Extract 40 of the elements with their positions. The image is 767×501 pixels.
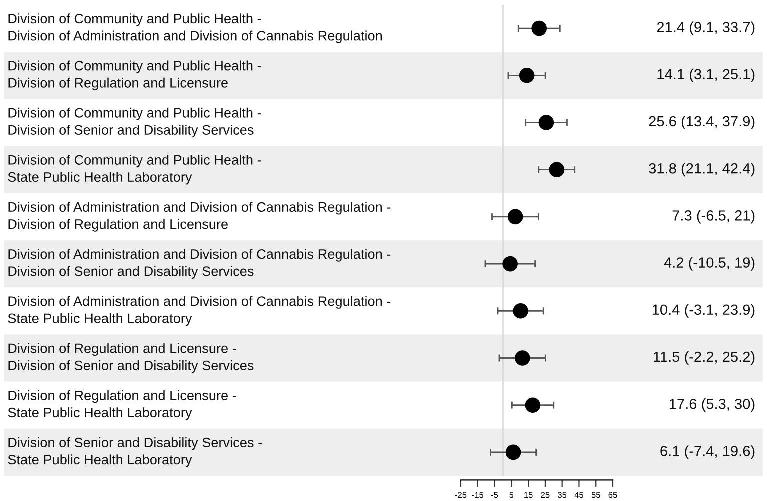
x-tick-label: -25: [455, 492, 467, 498]
y-tick-label: Division of Community and Public Health - State Public Health Laboratory: [8, 154, 262, 185]
x-tick-label: 15: [524, 492, 533, 498]
data-label: 11.5 (-2.2, 25.2): [654, 351, 755, 366]
y-tick-label: Division of Community and Public Health - Division of Administration and Division of Cannabis Regulation: [8, 14, 382, 44]
x-tick-label: 35: [558, 492, 567, 498]
data-label: 6.1 (-7.4, 19.6): [660, 446, 755, 460]
data-label: 21.4 (9.1, 33.7): [657, 22, 755, 36]
point: [532, 20, 548, 36]
x-tick-label: 55: [592, 492, 600, 498]
x-tick-label: 25: [541, 492, 550, 498]
y-tick-label: Division of Regulation and Licensure - Division of Senior and Disability Services: [8, 343, 254, 374]
y-tick-label: Division of Administration and Division of Cannabis Regulation - Division of Regulation and Licensure: [8, 202, 391, 232]
point: [525, 398, 541, 413]
point: [519, 68, 535, 84]
x-tick-label: 65: [608, 492, 618, 498]
y-tick-label: Division of Community and Public Health - Division of Senior and Disability Services: [8, 108, 262, 138]
data-label: 10.4 (-3.1, 23.9): [652, 304, 755, 318]
data-label: 31.8 (21.1, 42.4): [649, 163, 755, 177]
data-label: 7.3 (-6.5, 21): [672, 210, 755, 224]
y-tick-label: Division of Senior and Disability Services - State Public Health Laboratory: [8, 438, 262, 468]
point: [506, 444, 522, 460]
data-label: 4.2 (-10.5, 19): [664, 257, 755, 271]
y-tick-label: Division of Community and Public Health - Division of Regulation and Licensure: [8, 60, 262, 91]
data-label: 14.1 (3.1, 25.1): [658, 68, 755, 82]
point: [538, 115, 554, 130]
point: [513, 304, 528, 319]
y-tick-label: Division of Regulation and Licensure - State Public Health Laboratory: [8, 390, 236, 420]
point: [508, 209, 524, 225]
x-tick-label: -15: [472, 492, 484, 498]
y-tick-label: Division of Administration and Division of Cannabis Regulation - State Public Health Laboratory: [8, 296, 391, 326]
x-tick-label: -5: [491, 492, 498, 498]
data-label: 17.6 (5.3, 30): [670, 398, 755, 412]
data-label: 25.6 (13.4, 37.9): [649, 116, 755, 130]
point: [549, 162, 565, 178]
x-tick-label: 5: [510, 492, 514, 498]
point: [515, 350, 530, 366]
y-tick-label: Division of Administration and Division of Cannabis Regulation - Division of Senior and Disability Services: [8, 249, 391, 279]
x-tick-label: 45: [574, 492, 584, 498]
point: [502, 256, 518, 272]
